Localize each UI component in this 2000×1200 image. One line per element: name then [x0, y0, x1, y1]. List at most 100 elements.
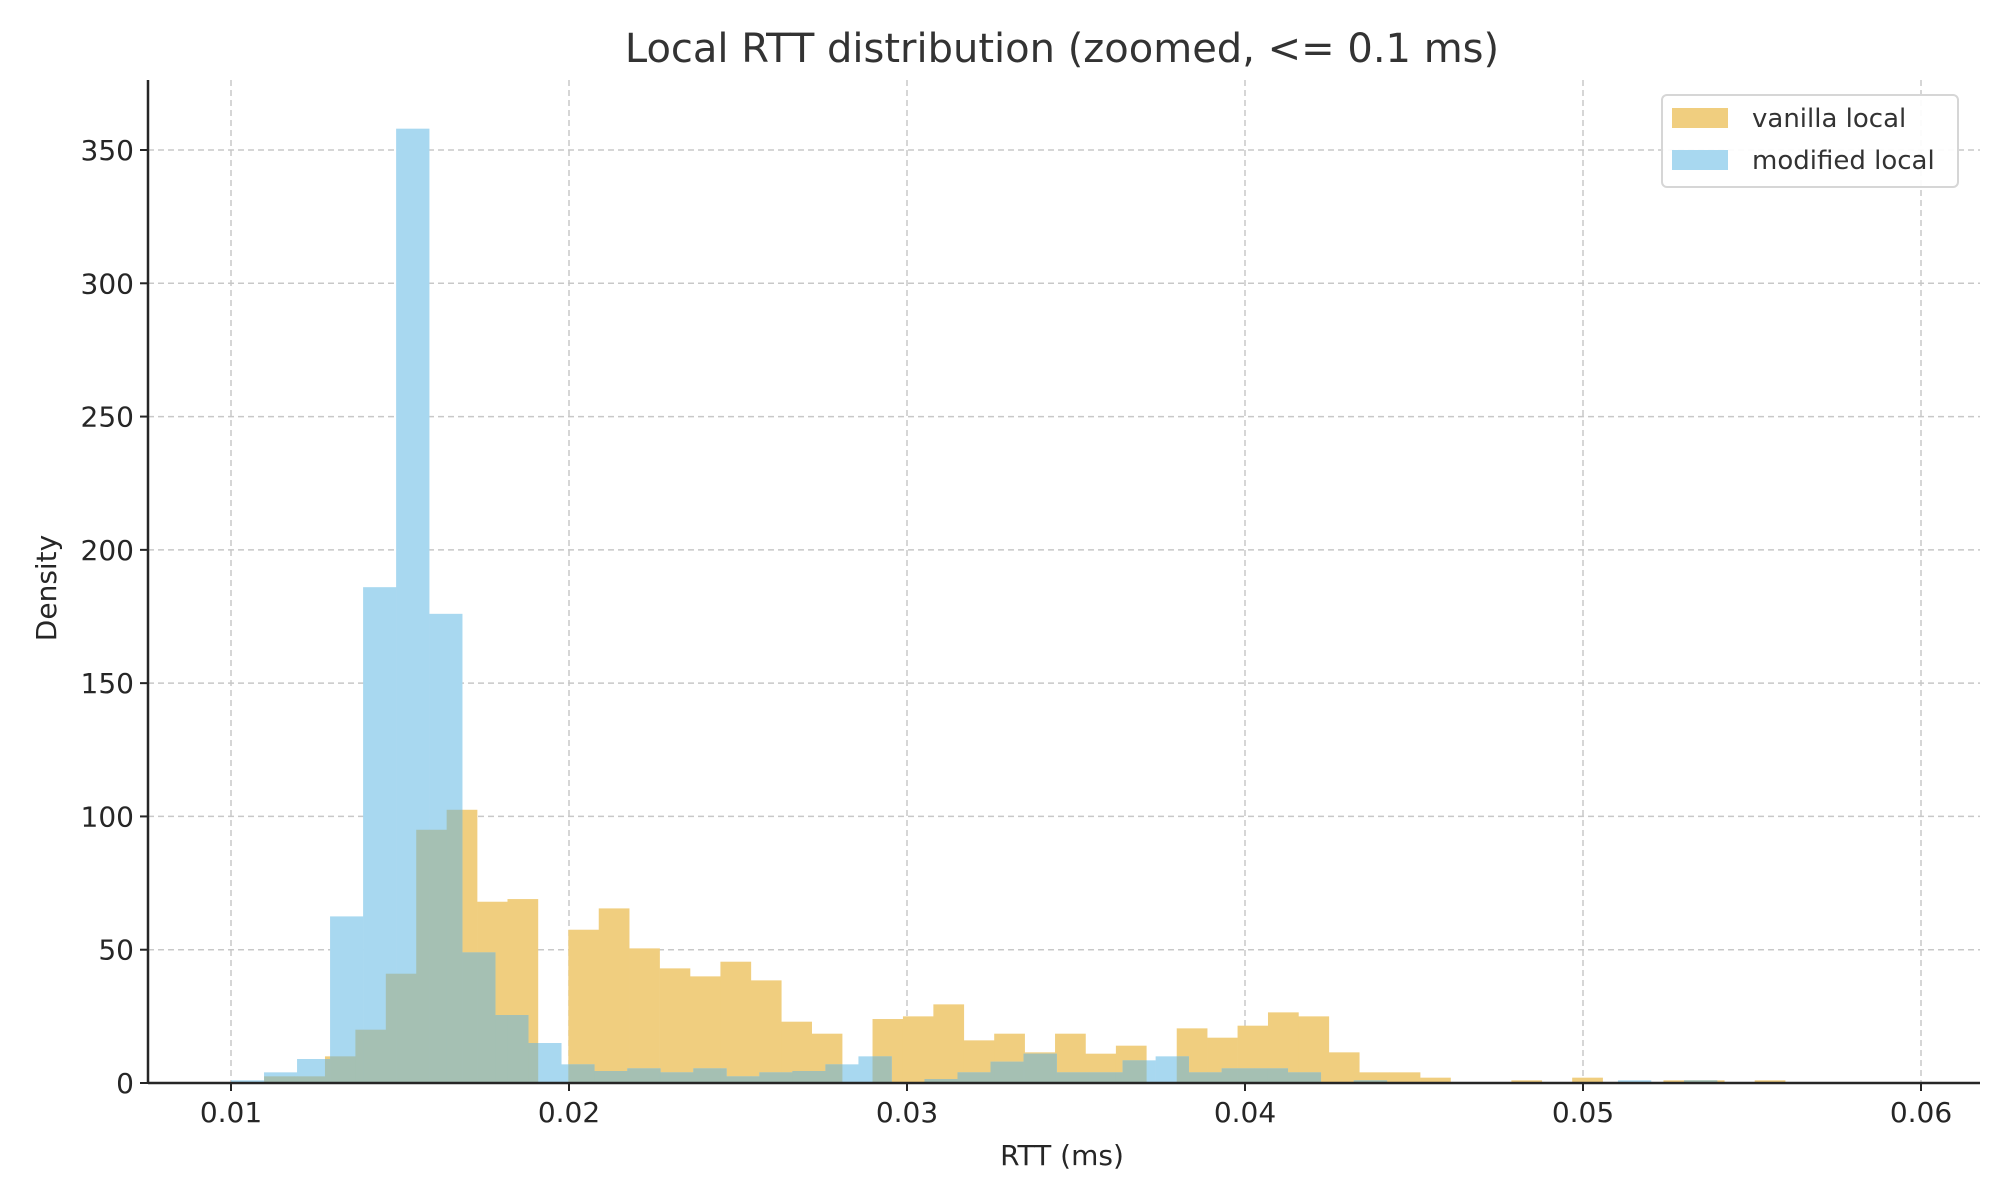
histogram-overlap	[1122, 1060, 1147, 1083]
y-tick-label: 350	[81, 134, 134, 167]
y-tick-label: 200	[81, 534, 134, 567]
histogram-bar	[1328, 1052, 1360, 1083]
histogram-overlap	[477, 952, 496, 1083]
gridlines	[148, 80, 1980, 1083]
histogram-overlap	[324, 1059, 331, 1083]
histogram-overlap	[693, 1068, 721, 1083]
histogram-bar	[629, 948, 660, 1083]
y-tick-label: 300	[81, 267, 134, 300]
histogram-overlap	[1221, 1068, 1238, 1083]
histogram-overlap	[924, 1079, 934, 1083]
histogram-overlap	[1055, 1053, 1057, 1083]
histogram-overlap	[264, 1076, 295, 1083]
histogram-overlap	[462, 952, 478, 1083]
histogram-overlap	[933, 1079, 958, 1083]
series-overlap	[264, 809, 1718, 1083]
histogram-bar	[750, 980, 782, 1083]
x-tick-label: 0.05	[1552, 1096, 1614, 1129]
histogram-overlap	[495, 1015, 508, 1083]
x-tick-label: 0.06	[1890, 1096, 1952, 1129]
histogram-bar	[1617, 1080, 1652, 1083]
histogram-overlap	[1056, 1072, 1086, 1083]
histogram-bar	[598, 908, 630, 1083]
histogram-overlap	[629, 1068, 660, 1083]
histogram-overlap	[396, 973, 417, 1083]
histogram-overlap	[1085, 1072, 1090, 1083]
histogram-overlap	[1024, 1053, 1056, 1083]
histogram-bar	[659, 968, 691, 1083]
histogram-overlap	[528, 1043, 539, 1083]
histogram-overlap	[660, 1072, 691, 1083]
y-tick-label: 100	[81, 800, 134, 833]
histogram-overlap	[792, 1071, 812, 1083]
x-axis-ticks: 0.01 0.02 0.03 0.04 0.05 0.06	[200, 1083, 1952, 1129]
y-tick-label: 50	[98, 934, 134, 967]
histogram-overlap	[825, 1064, 843, 1083]
histogram-overlap	[872, 1056, 892, 1083]
histogram-overlap	[363, 1029, 387, 1083]
histogram-overlap	[750, 1076, 760, 1083]
x-tick-label: 0.04	[1214, 1096, 1276, 1129]
legend-label-vanilla: vanilla local	[1752, 104, 1906, 134]
histogram-overlap	[811, 1071, 826, 1083]
histogram-bar	[1572, 1077, 1603, 1083]
histogram-overlap	[385, 973, 397, 1083]
legend-swatch-vanilla	[1672, 108, 1728, 128]
histogram-overlap	[1359, 1080, 1388, 1083]
histogram-overlap	[627, 1068, 630, 1083]
x-tick-label: 0.03	[876, 1096, 938, 1129]
x-axis-label: RTT (ms)	[1000, 1139, 1124, 1172]
histogram-bar	[690, 976, 721, 1083]
y-tick-label: 250	[81, 401, 134, 434]
histogram-overlap	[726, 1076, 752, 1083]
histogram-overlap	[594, 1071, 600, 1083]
histogram-bar	[231, 1080, 265, 1083]
histogram-overlap	[1693, 1080, 1718, 1083]
histogram-overlap	[659, 1068, 661, 1083]
histogram-overlap	[568, 1064, 595, 1083]
histogram-overlap	[690, 1072, 694, 1083]
histogram-overlap	[1089, 1072, 1117, 1083]
histogram-overlap	[297, 1076, 326, 1083]
histogram-overlap	[990, 1061, 995, 1083]
histogram-overlap	[1176, 1056, 1189, 1083]
x-tick-label: 0.01	[200, 1096, 262, 1129]
histogram-overlap	[429, 829, 447, 1083]
histogram-overlap	[957, 1072, 965, 1083]
histogram-overlap	[507, 1015, 529, 1083]
histogram-bar	[1298, 1016, 1330, 1083]
legend: vanilla local modified local	[1661, 94, 1959, 188]
histogram-overlap	[1683, 1080, 1695, 1083]
histogram-overlap	[759, 1072, 782, 1083]
x-tick-label: 0.02	[538, 1096, 600, 1129]
histogram-bar	[1754, 1080, 1786, 1083]
histogram-bar	[1511, 1080, 1543, 1083]
y-tick-label: 150	[81, 667, 134, 700]
histogram-overlap	[963, 1072, 991, 1083]
histogram-overlap	[1254, 1068, 1269, 1083]
chart-title: Local RTT distribution (zoomed, <= 0.1 m…	[625, 26, 1499, 72]
legend-label-modified: modified local	[1752, 146, 1935, 176]
histogram-bar	[902, 1016, 934, 1083]
histogram-overlap	[598, 1071, 628, 1083]
legend-swatch-modified	[1672, 150, 1728, 170]
histogram-overlap	[1353, 1080, 1360, 1083]
histogram-overlap	[416, 829, 430, 1083]
histogram-bar	[1420, 1077, 1451, 1083]
histogram-overlap	[330, 1056, 356, 1083]
histogram-overlap	[1023, 1053, 1025, 1083]
histogram-overlap	[1298, 1072, 1322, 1083]
y-axis-ticks: 0 50 100 150 200 250 300 350	[81, 134, 148, 1100]
histogram-overlap	[446, 809, 463, 1083]
histogram-bar	[1359, 1072, 1390, 1083]
histogram-overlap	[1287, 1072, 1299, 1083]
histogram-bar	[1389, 1072, 1421, 1083]
histogram-overlap	[355, 1029, 364, 1083]
histogram-bar	[568, 929, 600, 1083]
legend-box	[1661, 94, 1959, 188]
histogram-overlap	[1188, 1072, 1208, 1083]
histogram-overlap	[1207, 1072, 1222, 1083]
histogram-overlap	[1115, 1072, 1123, 1083]
histogram-overlap	[994, 1061, 1024, 1083]
